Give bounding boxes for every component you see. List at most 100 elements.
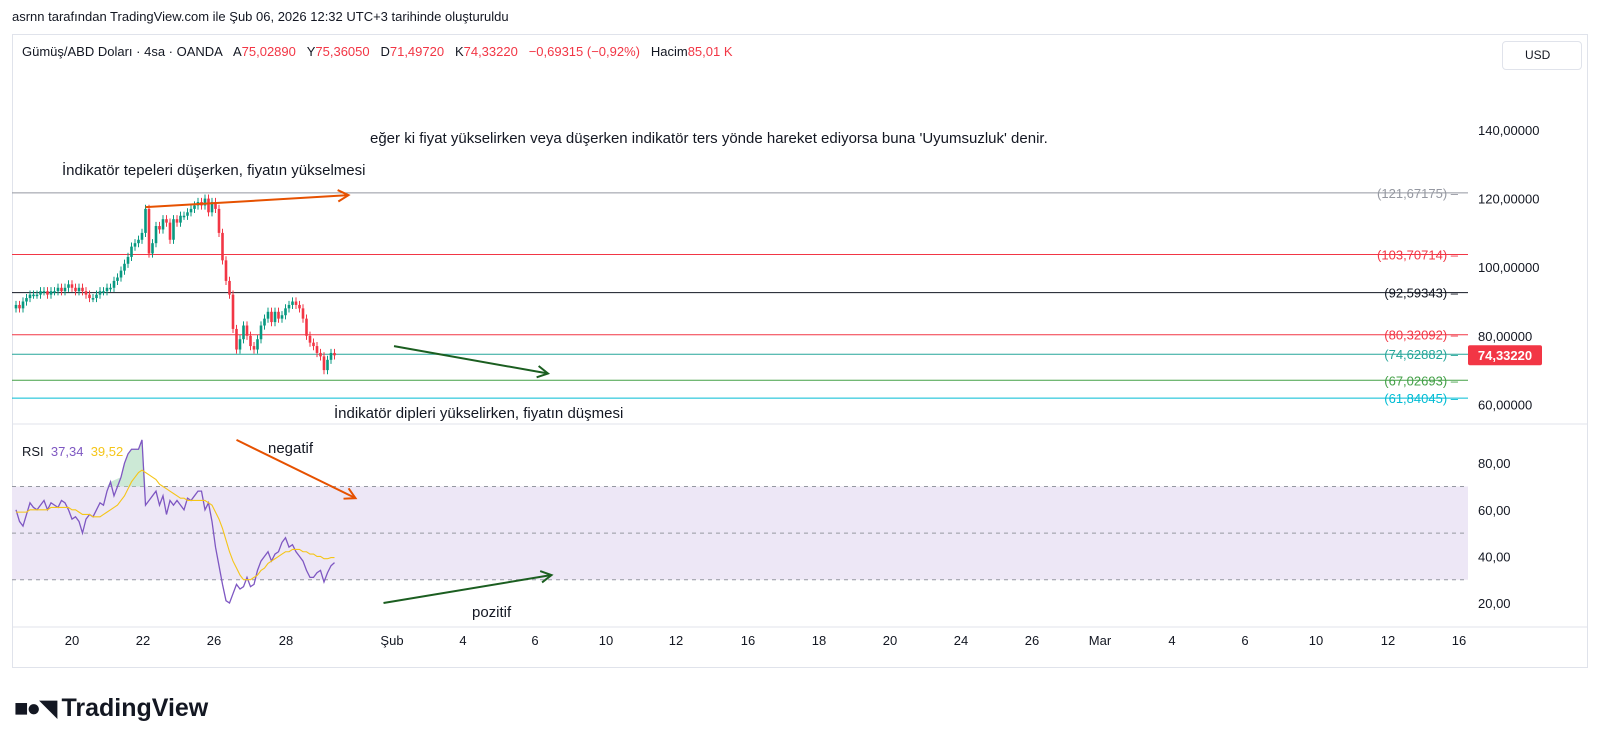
time-axis-tick: 10	[599, 633, 613, 648]
candle	[102, 291, 105, 293]
candle	[67, 284, 70, 288]
price-axis-tick: 100,00000	[1478, 260, 1539, 275]
candle	[119, 270, 123, 278]
price-bottom-arrow	[393, 345, 549, 375]
candle	[25, 298, 28, 302]
brand-name: TradingView	[61, 694, 209, 722]
last-price-tag	[1468, 345, 1542, 366]
time-axis-tick: 26	[1025, 633, 1039, 648]
candle	[252, 346, 256, 350]
candle	[238, 339, 242, 350]
divergence-note: eğer ki fiyat yükselirken veya düşerken …	[370, 130, 1048, 147]
candle	[154, 226, 158, 244]
time-axis-tick: 10	[1309, 633, 1323, 648]
price-axis-tick: 140,00000	[1478, 123, 1539, 138]
horizontal-level-label: (74,62882) –	[1384, 347, 1458, 362]
symbol-label: Gümüş/ABD Doları · 4sa · OANDA	[22, 44, 223, 59]
close-label: K	[454, 44, 464, 59]
candle	[207, 198, 210, 213]
candle	[333, 352, 336, 356]
close-value: 74,33220	[463, 44, 518, 59]
candle	[133, 243, 137, 247]
brand-logo[interactable]: ■●◥ TradingView	[14, 694, 208, 723]
candle	[329, 352, 333, 360]
candle	[270, 311, 273, 323]
rsi-axis-tick: 20,00	[1478, 596, 1511, 611]
candle	[46, 291, 49, 295]
time-axis-tick: 24	[954, 633, 968, 648]
candle	[74, 287, 77, 292]
rsi-value: 37,34	[50, 444, 84, 459]
change-value: −0,69315 (−0,92%)	[528, 44, 640, 59]
candle	[109, 287, 112, 290]
candle	[35, 294, 39, 297]
candle	[84, 291, 88, 295]
time-axis-tick: 16	[1452, 633, 1466, 648]
candle	[70, 284, 74, 288]
volume-label: Hacim	[650, 44, 688, 59]
candle	[98, 291, 102, 295]
time-axis-tick: 12	[1381, 633, 1395, 648]
candle	[193, 205, 196, 209]
rsi-overbought-fill	[107, 439, 146, 487]
candle	[284, 308, 287, 316]
candle	[214, 202, 217, 209]
price-axis-tick: 60,00000	[1478, 397, 1532, 412]
time-axis-tick: 6	[531, 633, 538, 648]
bottom-divergence-note: İndikatör dipleri yükselirken, fiyatın d…	[334, 405, 624, 422]
rsi-name: RSI	[22, 444, 44, 459]
candle	[14, 304, 18, 309]
price-legend: Gümüş/ABD Doları · 4sa · OANDA A75,02890…	[22, 44, 733, 59]
candle	[175, 219, 179, 223]
time-axis-tick: 18	[812, 633, 826, 648]
candle	[49, 291, 53, 295]
candle	[301, 308, 305, 319]
candle	[315, 346, 319, 353]
rsi-axis-tick: 80,00	[1478, 456, 1511, 471]
rsi-ma-value: 39,52	[90, 444, 124, 459]
candle	[168, 222, 172, 240]
candle	[189, 208, 193, 213]
time-axis-tick: Mar	[1089, 633, 1112, 648]
horizontal-level-label: (103,70714) –	[1377, 247, 1459, 262]
horizontal-level-label: (121,67175) –	[1377, 186, 1459, 201]
last-price-label: 74,33220	[1478, 348, 1532, 363]
high-value: 75,36050	[315, 44, 370, 59]
high-label: Y	[306, 44, 316, 59]
currency-button[interactable]: USD	[1502, 41, 1582, 70]
rsi-positive-arrow-head	[539, 570, 554, 584]
candle	[319, 352, 322, 357]
candle	[235, 328, 238, 350]
time-axis-tick: 28	[279, 633, 293, 648]
candle	[172, 219, 175, 240]
candle	[294, 301, 298, 305]
candle	[266, 311, 270, 319]
candle	[144, 208, 147, 233]
time-axis-tick: 16	[741, 633, 755, 648]
candle	[95, 294, 98, 299]
candle	[217, 208, 221, 233]
open-label: A	[232, 44, 242, 59]
candle	[126, 256, 130, 264]
candle	[263, 318, 266, 326]
candle	[221, 232, 224, 261]
rsi-negative-arrow-head	[343, 487, 358, 500]
positive-label: pozitif	[472, 604, 512, 621]
time-axis-tick: 12	[669, 633, 683, 648]
rsi-ma-line	[16, 469, 335, 581]
price-axis-tick: 120,00000	[1478, 192, 1539, 207]
candle	[312, 342, 315, 347]
candle	[137, 239, 140, 244]
candle	[231, 294, 235, 329]
candle	[291, 301, 294, 305]
candle	[39, 291, 42, 295]
candle	[224, 260, 228, 281]
candle	[186, 212, 189, 216]
candle	[277, 311, 280, 319]
rsi-axis-tick: 60,00	[1478, 503, 1511, 518]
time-axis-tick: 20	[65, 633, 79, 648]
candle	[326, 359, 329, 371]
candle	[28, 294, 32, 299]
candle	[123, 263, 126, 271]
